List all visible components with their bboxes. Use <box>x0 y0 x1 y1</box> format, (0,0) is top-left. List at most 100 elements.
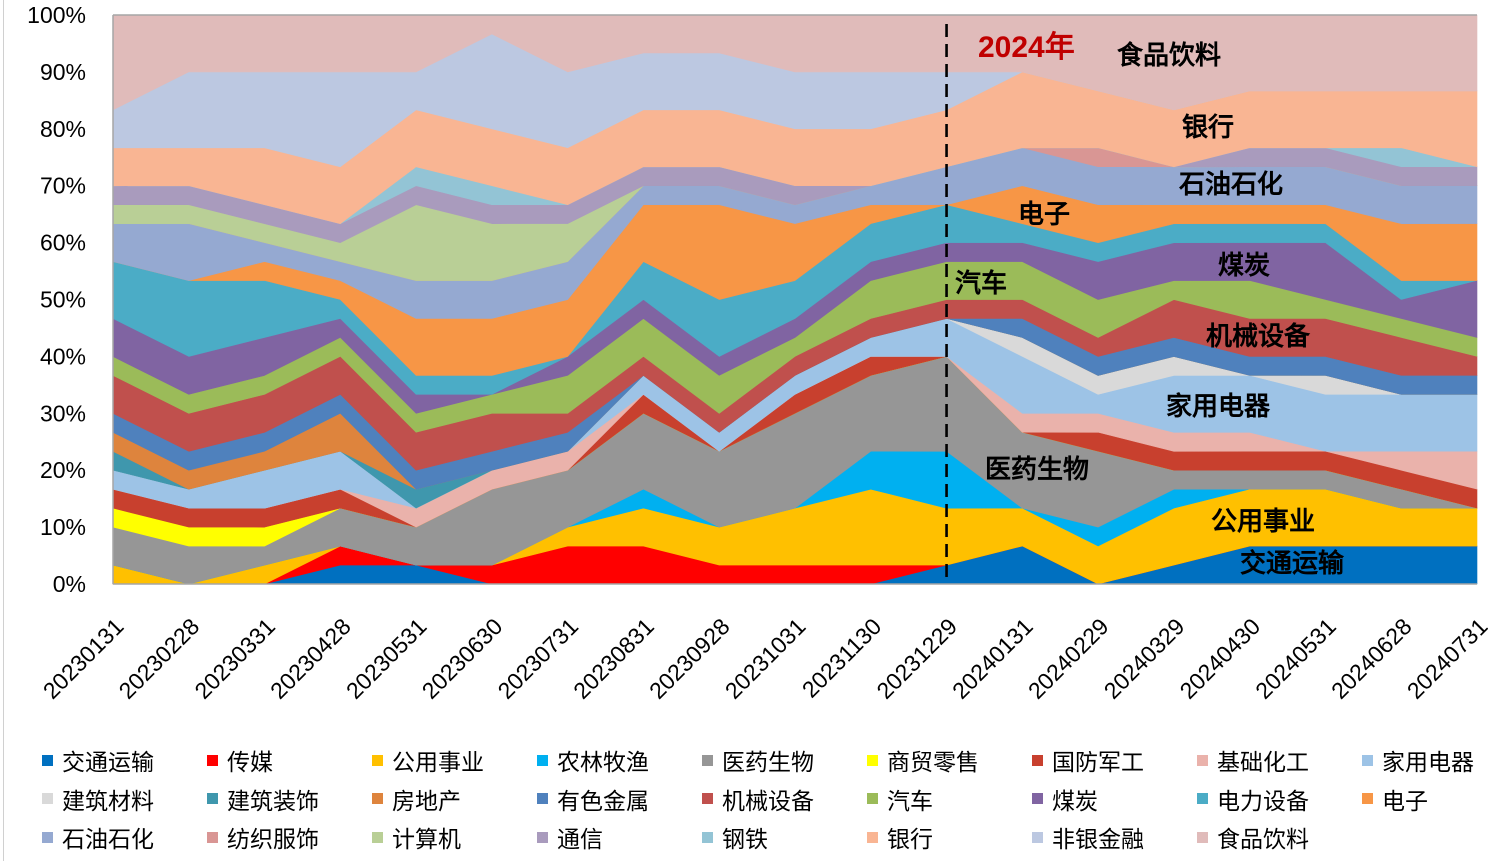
legend-label: 基础化工 <box>1217 750 1309 776</box>
annotation-home-appliances: 家用电器 <box>1166 392 1271 422</box>
legend-item[interactable]: 传媒 <box>207 742 273 778</box>
x-axis-tick-labels: 2023013120230228202303312023042820230531… <box>38 613 1488 704</box>
legend-item[interactable]: 房地产 <box>372 781 461 817</box>
x-tick-label: 20230331 <box>189 613 280 704</box>
x-tick-label: 20230731 <box>492 613 583 704</box>
y-tick-label: 20% <box>40 457 86 483</box>
legend-item[interactable]: 石油石化 <box>42 819 154 855</box>
legend-label: 家用电器 <box>1382 750 1474 776</box>
legend-item[interactable]: 建筑装饰 <box>207 781 319 817</box>
legend-color-swatch <box>1197 793 1208 804</box>
legend-label: 计算机 <box>392 827 461 853</box>
y-axis-tick-labels: 0% 10% 20% 30% 40% 50% 60% 70% 80% 90% 100% <box>27 2 86 597</box>
legend-label: 房地产 <box>392 788 461 815</box>
y-tick-label: 60% <box>40 230 86 256</box>
legend-color-swatch <box>1362 793 1373 804</box>
legend-label: 通信 <box>557 827 603 853</box>
legend-color-swatch <box>372 831 383 843</box>
legend-color-swatch <box>1362 754 1373 766</box>
legend-label: 电子 <box>1382 788 1428 815</box>
legend-item[interactable]: 食品饮料 <box>1197 819 1309 855</box>
legend-label: 汽车 <box>887 788 933 815</box>
legend-item[interactable]: 家用电器 <box>1362 742 1474 778</box>
legend-label: 银行 <box>887 827 933 853</box>
legend-item[interactable]: 钢铁 <box>702 819 768 855</box>
legend-label: 国防军工 <box>1052 750 1144 776</box>
annotation-petrochemical: 石油石化 <box>1179 170 1284 200</box>
x-tick-label: 20240430 <box>1174 613 1265 704</box>
legend-color-swatch <box>702 831 713 843</box>
legend-color-swatch <box>867 754 878 766</box>
annotation-bank: 银行 <box>1182 113 1235 143</box>
legend-item[interactable]: 医药生物 <box>702 742 814 778</box>
legend-color-swatch <box>207 793 218 804</box>
x-tick-label: 20230131 <box>38 613 129 704</box>
legend-item[interactable]: 汽车 <box>867 781 933 817</box>
legend-item[interactable]: 纺织服饰 <box>207 819 319 855</box>
legend-label: 传媒 <box>227 750 273 776</box>
annotation-utilities: 公用事业 <box>1211 507 1316 537</box>
legend-label: 纺织服饰 <box>227 827 319 853</box>
legend-label: 食品饮料 <box>1217 827 1309 853</box>
y-tick-label: 40% <box>40 343 86 369</box>
x-tick-label: 20231229 <box>871 613 962 704</box>
legend-label: 有色金属 <box>557 788 649 815</box>
legend-color-swatch <box>42 793 53 804</box>
legend-item[interactable]: 商贸零售 <box>867 742 979 778</box>
legend-color-swatch <box>537 831 548 843</box>
x-tick-label: 20230630 <box>417 613 508 704</box>
legend-color-swatch <box>1197 831 1208 843</box>
plot-areas <box>112 14 1478 585</box>
legend-item[interactable]: 国防军工 <box>1032 742 1144 778</box>
legend-item[interactable]: 公用事业 <box>372 742 484 778</box>
x-tick-label: 20240131 <box>947 613 1038 704</box>
legend-label: 石油石化 <box>62 827 154 853</box>
legend-item[interactable]: 交通运输 <box>42 742 154 778</box>
legend-item[interactable]: 通信 <box>537 819 603 855</box>
x-tick-label: 20240329 <box>1099 613 1190 704</box>
x-tick-label: 20230228 <box>114 613 205 704</box>
legend-label: 钢铁 <box>722 827 768 853</box>
chart-frame-border <box>3 0 4 861</box>
y-tick-label: 0% <box>53 571 86 597</box>
legend-item[interactable]: 煤炭 <box>1032 781 1098 817</box>
legend-item[interactable]: 计算机 <box>372 819 461 855</box>
legend-color-swatch <box>702 754 713 766</box>
x-tick-label: 20231130 <box>797 613 887 703</box>
x-tick-label: 20230831 <box>568 613 659 704</box>
legend-color-swatch <box>1032 754 1043 766</box>
legend-label: 煤炭 <box>1052 788 1098 815</box>
legend-item[interactable]: 非银金融 <box>1032 819 1144 855</box>
legend-color-swatch <box>867 793 878 804</box>
reference-line-label: 2024年 <box>978 31 1075 64</box>
legend-item[interactable]: 银行 <box>867 819 933 855</box>
annotation-food-beverage: 食品饮料 <box>1117 41 1222 71</box>
legend-item[interactable]: 电子 <box>1362 781 1428 817</box>
legend-item[interactable]: 机械设备 <box>702 781 814 817</box>
legend-label: 非银金融 <box>1052 827 1144 853</box>
legend-color-swatch <box>207 831 218 843</box>
legend-item[interactable]: 建筑材料 <box>42 781 154 817</box>
legend-color-swatch <box>1032 831 1043 843</box>
annotation-auto: 汽车 <box>955 269 1008 299</box>
annotation-coal: 煤炭 <box>1218 251 1271 281</box>
legend-color-swatch <box>42 831 53 843</box>
legend-label: 电力设备 <box>1217 788 1309 815</box>
legend-label: 商贸零售 <box>887 750 979 776</box>
legend-color-swatch <box>1197 754 1208 766</box>
y-tick-label: 50% <box>40 287 86 313</box>
legend-color-swatch <box>702 793 713 804</box>
x-tick-label: 20230531 <box>341 613 432 704</box>
legend-item[interactable]: 农林牧渔 <box>537 742 649 778</box>
legend-color-swatch <box>537 754 548 766</box>
x-tick-label: 20240731 <box>1402 613 1488 704</box>
legend-color-swatch <box>372 793 383 804</box>
legend-item[interactable]: 有色金属 <box>537 781 649 817</box>
y-tick-label: 100% <box>27 2 86 28</box>
legend-item[interactable]: 基础化工 <box>1197 742 1309 778</box>
legend-color-swatch <box>1032 793 1043 804</box>
annotation-pharma-bio: 医药生物 <box>985 455 1090 485</box>
annotation-machinery: 机械设备 <box>1206 322 1311 352</box>
legend-item[interactable]: 电力设备 <box>1197 781 1309 817</box>
